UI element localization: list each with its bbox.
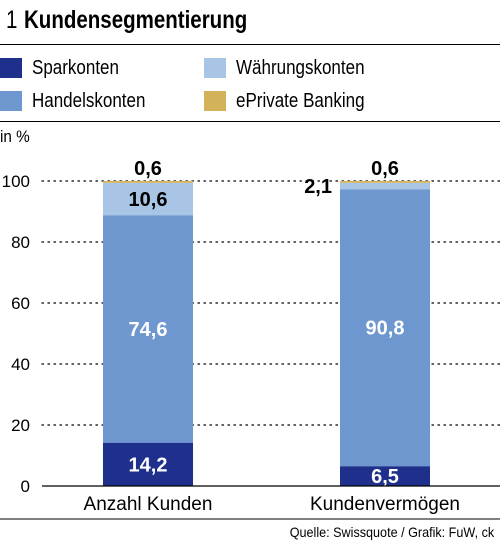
legend-item-handelskonten: Handelskonten [0, 87, 165, 115]
chart-title: Kundensegmentierung [23, 6, 248, 34]
data-label-1-handelskonten: 90,8 [366, 318, 405, 340]
data-label-0-sparkonten: 14,2 [129, 454, 168, 476]
legend-swatch-eprivate-banking [204, 91, 226, 111]
data-label-1-sparkonten: 6,5 [371, 466, 399, 488]
y-tick-label-20: 20 [11, 416, 30, 435]
bar-0-sparkonten [103, 442, 193, 486]
data-label-0-eprivate-banking: 0,6 [134, 158, 162, 180]
legend-divider [0, 121, 500, 122]
y-tick-label-80: 80 [11, 233, 30, 252]
y-tick-label-100: 100 [2, 172, 30, 191]
bar-0-handelskonten [103, 215, 193, 443]
bar-1-eprivate-banking [340, 181, 430, 183]
x-tick-label-0: Anzahl Kunden [84, 494, 213, 515]
bar-0-währungskonten [103, 182, 193, 216]
bar-0-eprivate-banking [103, 181, 193, 183]
y-tick-label-40: 40 [11, 355, 30, 374]
legend-item-waehrungskonten: Währungskonten [204, 54, 387, 82]
legend-swatch-sparkonten [0, 58, 22, 78]
y-tick-label-60: 60 [11, 294, 30, 313]
legend-item-sparkonten: Sparkonten [0, 54, 134, 82]
y-tick-label-0: 0 [21, 477, 30, 496]
data-label-0-handelskonten: 74,6 [129, 319, 168, 341]
x-tick-label-1: Kundenvermögen [310, 494, 460, 515]
data-label-1-eprivate-banking: 0,6 [371, 158, 399, 180]
data-label-1-währungskonten: 2,1 [304, 176, 332, 198]
legend-label-eprivate-banking: ePrivate Banking [236, 89, 365, 112]
data-label-0-währungskonten: 10,6 [129, 189, 168, 211]
legend-item-eprivate-banking: ePrivate Banking [204, 87, 387, 115]
legend-swatch-waehrungskonten [204, 58, 226, 78]
chart-header: 1 Kundensegmentierung [6, 6, 296, 40]
header-divider [0, 44, 500, 45]
legend-label-waehrungskonten: Währungskonten [236, 56, 365, 79]
bar-1-währungskonten [340, 182, 430, 190]
bar-1-handelskonten [340, 189, 430, 467]
legend-label-sparkonten: Sparkonten [32, 56, 119, 79]
legend-swatch-handelskonten [0, 91, 22, 111]
legend-label-handelskonten: Handelskonten [32, 89, 146, 112]
bar-1-sparkonten [340, 466, 430, 486]
y-axis-unit: in % [0, 127, 30, 146]
chart-number: 1 [6, 6, 18, 34]
source-note: Quelle: Swissquote / Grafik: FuW, ck [289, 524, 494, 540]
